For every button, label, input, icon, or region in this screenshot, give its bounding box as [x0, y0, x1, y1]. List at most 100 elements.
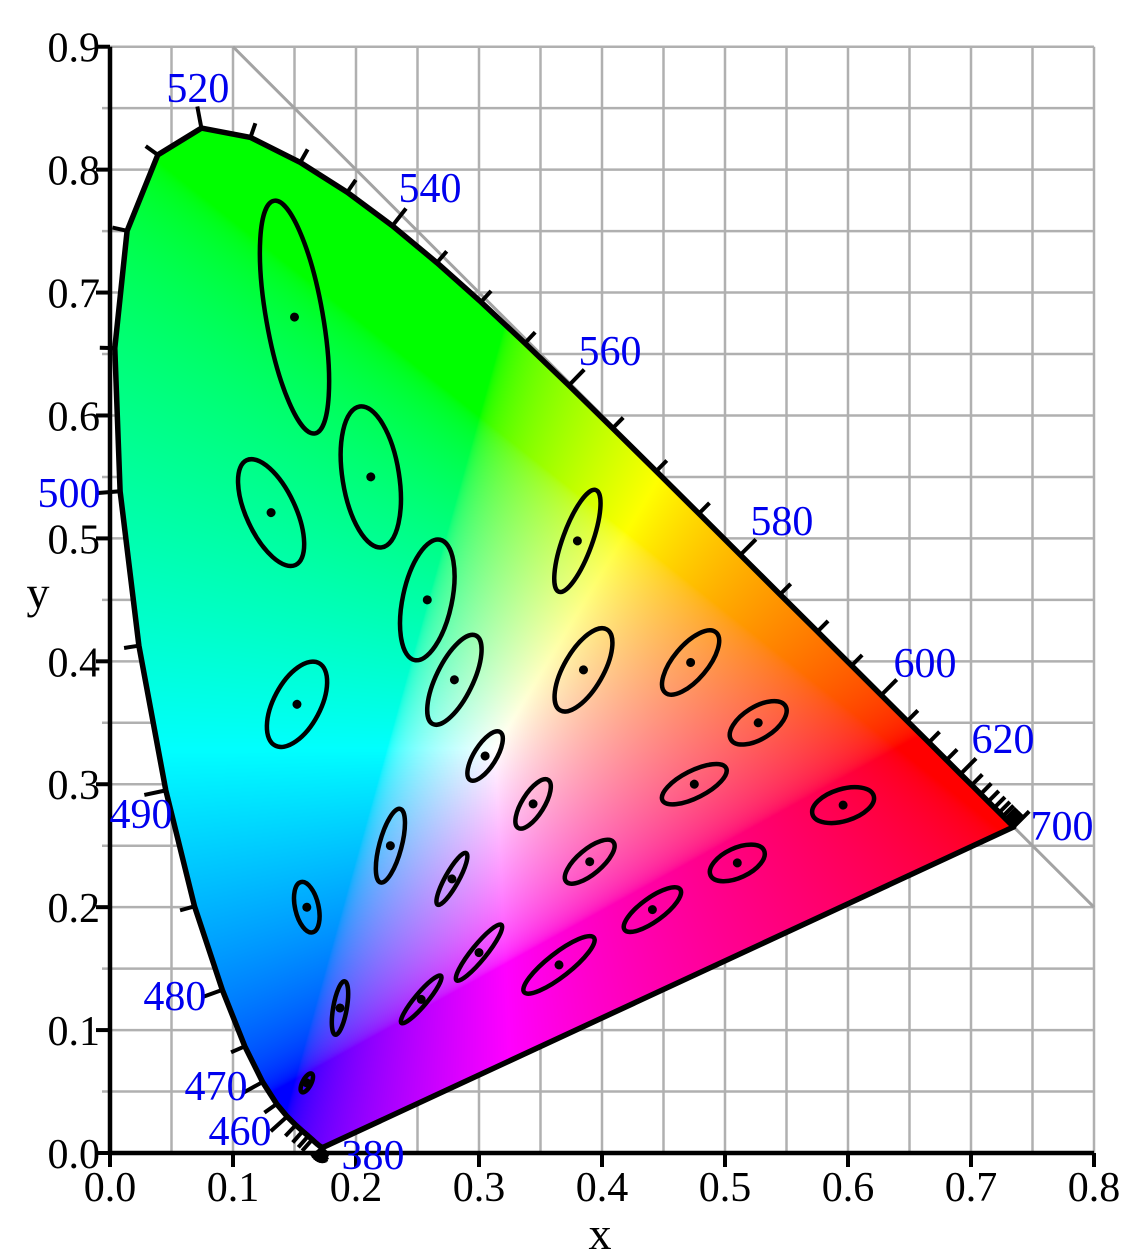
wavelength-tick-605 — [905, 708, 920, 723]
macadam-ellipse-22 — [621, 885, 684, 935]
wavelength-tick-550 — [479, 289, 493, 304]
wavelength-label-500: 500 — [38, 471, 101, 517]
macadam-ellipse-center-dot-14 — [579, 665, 588, 675]
wavelength-tick-620 — [959, 757, 978, 776]
wavelength-tick-440 — [300, 1138, 314, 1153]
macadam-ellipse-center-dot-16 — [753, 718, 763, 728]
wavelength-tick-510 — [112, 225, 128, 233]
macadam-ellipse-center-dot-5 — [266, 508, 276, 518]
spectral-locus-outline — [112, 125, 1017, 1150]
macadam-ellipse-center-dot-3 — [416, 994, 426, 1004]
macadam-ellipse-center-dot-7 — [422, 595, 432, 605]
wavelength-tick-580 — [738, 537, 758, 557]
y-axis-tick-label: 0.6 — [48, 394, 101, 440]
wavelength-tick-650 — [1001, 804, 1015, 818]
wavelength-tick-460 — [269, 1115, 289, 1133]
macadam-ellipse-group-17 — [659, 761, 729, 807]
wavelength-tick-570 — [654, 459, 669, 473]
wavelength-label-560: 560 — [579, 329, 642, 375]
macadam-ellipse-group-10 — [552, 487, 603, 595]
macadam-ellipse-center-dot-18 — [732, 858, 742, 868]
wavelength-tick-530 — [298, 148, 310, 164]
y-axis-tick-label: 0.5 — [48, 517, 101, 563]
wavelength-tick-630 — [979, 782, 993, 796]
macadam-ellipse-group-24 — [453, 922, 505, 983]
wavelength-label-620: 620 — [972, 717, 1035, 763]
wavelength-tick-545 — [435, 250, 449, 264]
macadam-ellipse-5 — [235, 456, 307, 569]
x-axis-tick-label: 0.6 — [822, 1165, 875, 1211]
macadam-ellipse-group-4 — [257, 198, 332, 436]
macadam-ellipse-16 — [727, 698, 789, 747]
macadam-ellipse-18 — [707, 842, 768, 884]
macadam-ellipse-group-14 — [552, 626, 615, 714]
y-axis-tick-label: 0.9 — [48, 26, 101, 72]
y-axis-tick-label: 0.2 — [48, 886, 101, 932]
wavelength-tick-575 — [697, 501, 711, 515]
macadam-ellipse-group-15 — [659, 628, 722, 697]
macadam-ellipse-21 — [562, 837, 617, 886]
wavelength-tick-610 — [927, 730, 941, 744]
wavelength-tick-515 — [144, 144, 160, 157]
wavelength-tick-490 — [143, 788, 167, 797]
x-axis-tick-label: 0.8 — [1068, 1165, 1121, 1211]
macadam-ellipse-17 — [659, 761, 729, 807]
macadam-ellipse-group-7 — [397, 537, 457, 663]
wavelength-label-490: 490 — [110, 792, 173, 838]
macadam-ellipse-group-2 — [329, 979, 351, 1037]
wavelength-tick-625 — [970, 773, 984, 787]
wavelength-tick-615 — [945, 748, 959, 762]
wavelength-tick-640 — [992, 795, 1007, 810]
wavelength-tick-535 — [345, 178, 358, 194]
wavelength-tick-585 — [778, 582, 793, 596]
wavelength-tick-655 — [1004, 806, 1018, 821]
wavelength-tick-485 — [179, 904, 196, 913]
wavelength-label-470: 470 — [185, 1064, 248, 1110]
macadam-ellipse-center-dot-23 — [447, 874, 457, 884]
wavelength-label-520: 520 — [166, 66, 229, 112]
wavelength-tick-540 — [390, 207, 408, 228]
x-axis-tick-label: 0.0 — [84, 1165, 137, 1211]
x-axis-tick-label: 0.1 — [207, 1165, 260, 1211]
macadam-ellipse-19 — [809, 784, 877, 826]
y-axis-tick-label: 0.4 — [48, 640, 101, 686]
x-axis-tick-label: 0.4 — [576, 1165, 629, 1211]
wavelength-tick-465 — [263, 1102, 278, 1115]
wavelength-tick-480 — [200, 988, 223, 1000]
macadam-ellipse-25 — [521, 933, 597, 996]
wavelength-tick-635 — [986, 789, 1001, 803]
wavelength-label-580: 580 — [750, 499, 813, 545]
macadam-ellipse-center-dot-22 — [647, 905, 657, 915]
y-axis-tick-label: 0.8 — [48, 149, 101, 195]
y-axis-title: y — [27, 567, 50, 618]
macadam-ellipse-group-9 — [424, 632, 484, 728]
macadam-ellipse-group-16 — [727, 698, 789, 747]
macadam-ellipse-center-dot-17 — [689, 779, 699, 789]
macadam-ellipse-10 — [552, 487, 603, 595]
macadam-ellipse-7 — [397, 537, 457, 663]
macadam-ellipse-group-21 — [562, 837, 617, 886]
macadam-ellipse-center-dot-11 — [302, 902, 312, 912]
macadam-ellipse-group-3 — [398, 973, 444, 1026]
macadam-ellipse-9 — [424, 632, 484, 728]
macadam-ellipse-group-20 — [513, 776, 554, 831]
macadam-ellipse-center-dot-19 — [838, 800, 848, 810]
macadam-ellipse-center-dot-2 — [335, 1003, 345, 1013]
macadam-ellipse-center-dot-6 — [366, 472, 376, 482]
y-axis-tick-label: 0.7 — [48, 272, 101, 318]
wavelength-tick-525 — [248, 122, 258, 139]
y-axis-tick-label: 0.0 — [48, 1132, 101, 1178]
wavelength-tick-590 — [816, 619, 830, 633]
wavelength-tick-445 — [296, 1134, 310, 1149]
macadam-ellipse-center-dot-20 — [528, 799, 538, 809]
macadam-ellipse-11 — [291, 879, 322, 935]
macadam-ellipse-group-23 — [434, 850, 470, 908]
macadam-ellipse-15 — [659, 628, 722, 697]
wavelength-tick-565 — [611, 416, 625, 430]
wavelength-label-700: 700 — [1031, 804, 1094, 850]
wavelength-label-480: 480 — [143, 974, 206, 1020]
wavelength-tick-560 — [567, 368, 586, 387]
wavelength-tick-700 — [1012, 809, 1031, 829]
